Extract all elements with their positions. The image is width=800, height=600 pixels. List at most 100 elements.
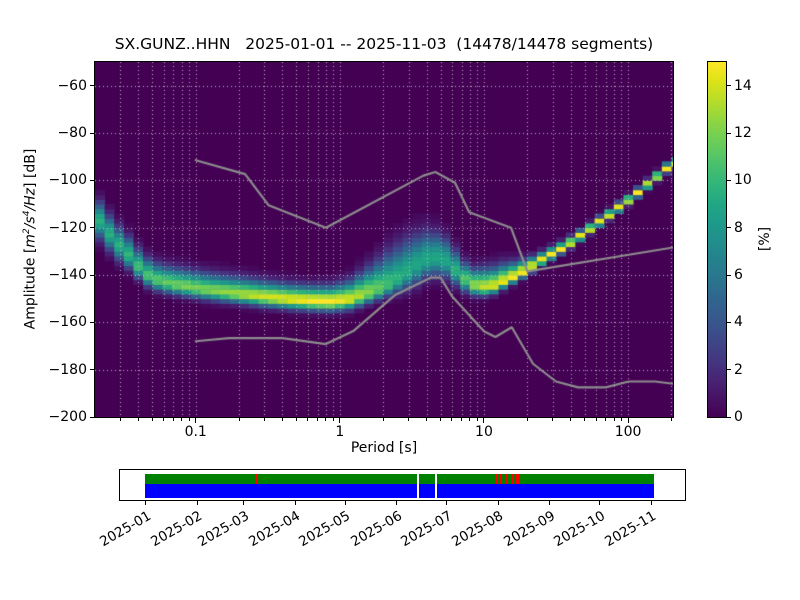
y-tick-label: −100 (48, 172, 87, 189)
x-minor-tick (570, 418, 572, 421)
x-minor-tick (172, 418, 174, 421)
x-minor-tick (526, 418, 528, 421)
x-minor-tick (595, 418, 597, 421)
colorbar-tick (726, 321, 731, 323)
timeline-month-tick (446, 500, 448, 505)
plot-title: SX.GUNZ..HHN 2025-01-01 -- 2025-11-03 (1… (114, 35, 654, 53)
y-axis-label-prefix: Amplitude [ (22, 247, 39, 330)
y-axis-label-math: m2/s4/Hz (21, 187, 39, 248)
x-minor-tick (552, 418, 554, 421)
y-tick-label: −120 (48, 219, 87, 236)
x-minor-tick (181, 418, 183, 421)
coverage-gap-mark (515, 474, 520, 484)
timeline-month-tick (145, 500, 146, 505)
x-minor-tick (613, 418, 615, 421)
data-gap-mark (435, 474, 438, 498)
y-tick-label: −200 (48, 409, 87, 425)
coverage-gap-mark (506, 474, 509, 484)
coverage-gap-mark (498, 474, 501, 484)
timeline-month-tick (243, 500, 245, 505)
data-gap-mark (416, 474, 419, 498)
timeline-month-tick (344, 500, 346, 505)
coverage-gap-mark (512, 474, 515, 484)
timeline-month-tick (599, 500, 601, 505)
coverage-gap-mark (494, 474, 498, 484)
y-major-tick (89, 85, 94, 87)
x-minor-tick (151, 418, 153, 421)
coverage-gap-mark (255, 474, 258, 484)
y-major-tick (89, 369, 94, 371)
coverage-bar-processed (145, 474, 654, 484)
colorbar-tick (726, 132, 731, 134)
y-major-tick (89, 321, 94, 323)
main-axes (94, 61, 674, 418)
colorbar-tick-label: 12 (734, 125, 752, 141)
x-minor-tick (382, 418, 384, 421)
x-minor-tick (325, 418, 327, 421)
y-tick-label: −60 (57, 77, 87, 94)
x-major-tick (627, 418, 629, 423)
colorbar-tick-label: 14 (734, 77, 752, 94)
coverage-bar-data (145, 484, 654, 498)
x-minor-tick (426, 418, 428, 421)
x-axis-label: Period [s] (350, 440, 418, 456)
colorbar-tick-label: 8 (734, 219, 743, 236)
x-minor-tick (238, 418, 240, 421)
colorbar (707, 61, 727, 418)
x-tick-label: 1 (335, 424, 345, 440)
x-tick-label: 10 (475, 424, 493, 440)
colorbar-tick (726, 416, 731, 418)
y-tick-label: −80 (57, 125, 87, 141)
timeline-month-tick (196, 500, 198, 505)
y-major-tick (89, 227, 94, 229)
x-minor-tick (137, 418, 139, 421)
x-minor-tick (469, 418, 471, 421)
x-tick-label: 0.1 (184, 424, 207, 440)
x-minor-tick (332, 418, 334, 421)
ppsd-heatmap-canvas (95, 62, 673, 417)
colorbar-gradient-canvas (708, 62, 726, 417)
x-minor-tick (119, 418, 121, 421)
x-minor-tick (584, 418, 586, 421)
y-major-tick (89, 179, 94, 181)
x-minor-tick (620, 418, 622, 421)
x-major-tick (195, 418, 197, 423)
x-minor-tick (317, 418, 319, 421)
x-minor-tick (307, 418, 309, 421)
timeline-month-tick (294, 500, 296, 505)
colorbar-label: [%] (757, 226, 773, 252)
colorbar-tick-label: 10 (734, 172, 752, 189)
colorbar-tick (726, 274, 731, 276)
y-axis-label-suffix: ] [dB] (22, 148, 39, 188)
y-major-tick (89, 416, 94, 418)
timeline-month-tick (396, 500, 398, 505)
x-minor-tick (281, 418, 283, 421)
y-tick-label: −180 (48, 361, 87, 378)
timeline-axes (119, 469, 686, 501)
colorbar-tick (726, 369, 731, 371)
y-axis-label: Amplitude [m2/s4/Hz] [dB] (22, 149, 39, 330)
colorbar-tick-label: 4 (734, 314, 743, 331)
x-minor-tick (476, 418, 478, 421)
x-minor-tick (605, 418, 607, 421)
x-minor-tick (263, 418, 265, 421)
x-tick-label: 100 (614, 424, 642, 440)
x-minor-tick (451, 418, 453, 421)
colorbar-tick (726, 85, 731, 87)
x-major-tick (483, 418, 485, 423)
colorbar-tick (726, 227, 731, 229)
y-major-tick (89, 274, 94, 276)
x-minor-tick (408, 418, 410, 421)
colorbar-tick-label: 0 (734, 409, 743, 425)
x-minor-tick (295, 418, 297, 421)
x-major-tick (339, 418, 341, 423)
y-tick-label: −140 (48, 267, 87, 283)
x-minor-tick (670, 418, 672, 421)
timeline-month-tick (497, 500, 499, 505)
x-minor-tick (461, 418, 463, 421)
x-minor-tick (440, 418, 442, 421)
timeline-month-tick (650, 500, 652, 505)
y-major-tick (89, 132, 94, 134)
colorbar-tick-label: 2 (734, 361, 743, 378)
